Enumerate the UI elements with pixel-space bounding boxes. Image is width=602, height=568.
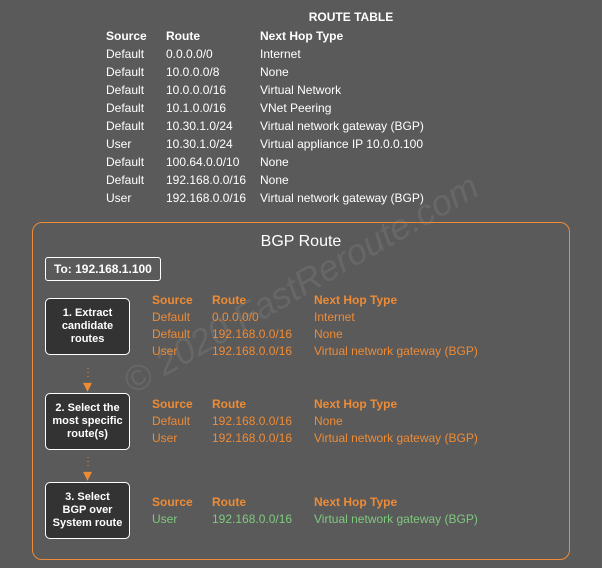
to-badge: To: 192.168.1.100	[45, 257, 161, 281]
table-row: Default10.1.0.0/16VNet Peering	[106, 100, 480, 116]
table-row: Default0.0.0.0/0Internet	[106, 46, 480, 62]
step-table: SourceRouteNext Hop TypeUser192.168.0.0/…	[150, 493, 536, 529]
table-row: Default0.0.0.0/0Internet	[152, 310, 534, 325]
route-table: Source Route Next Hop Type Default0.0.0.…	[104, 26, 482, 208]
table-row: User192.168.0.0/16Virtual network gatewa…	[152, 344, 534, 359]
table-row: User192.168.0.0/16Virtual network gatewa…	[106, 190, 480, 206]
col-route: Route	[166, 28, 258, 44]
step-row: 1. Extract candidate routes SourceRouteNe…	[45, 291, 557, 361]
table-row: Default10.30.1.0/24Virtual network gatew…	[106, 118, 480, 134]
step-row: 2. Select the most specific route(s) Sour…	[45, 393, 557, 450]
table-row: Default10.0.0.0/16Virtual Network	[106, 82, 480, 98]
arrow-down-icon: ···▾	[45, 456, 130, 482]
table-row: User192.168.0.0/16Virtual network gatewa…	[152, 431, 534, 446]
arrow-down-icon: ···▾	[45, 367, 130, 393]
table-row: Default192.168.0.0/16None	[152, 327, 534, 342]
bgp-title: BGP Route	[45, 233, 557, 251]
step-table: SourceRouteNext Hop TypeDefault0.0.0.0/0…	[150, 291, 536, 361]
step-row: 3. Select BGP over System route SourceRou…	[45, 482, 557, 539]
table-row: Default192.168.0.0/16None	[152, 414, 534, 429]
table-row: User10.30.1.0/24Virtual appliance IP 10.…	[106, 136, 480, 152]
col-source: Source	[106, 28, 164, 44]
table-row: User192.168.0.0/16Virtual network gatewa…	[152, 512, 534, 527]
route-table-title: ROUTE TABLE	[114, 10, 588, 24]
table-row: Default100.64.0.0/10None	[106, 154, 480, 170]
table-row: Default192.168.0.0/16None	[106, 172, 480, 188]
step-table: SourceRouteNext Hop TypeDefault192.168.0…	[150, 395, 536, 448]
table-row: Default10.0.0.0/8None	[106, 64, 480, 80]
step-box: 2. Select the most specific route(s)	[45, 393, 130, 450]
bgp-route-box: BGP Route To: 192.168.1.100 1. Extract c…	[32, 222, 570, 560]
step-box: 3. Select BGP over System route	[45, 482, 130, 539]
col-nexthop: Next Hop Type	[260, 28, 480, 44]
step-box: 1. Extract candidate routes	[45, 298, 130, 355]
